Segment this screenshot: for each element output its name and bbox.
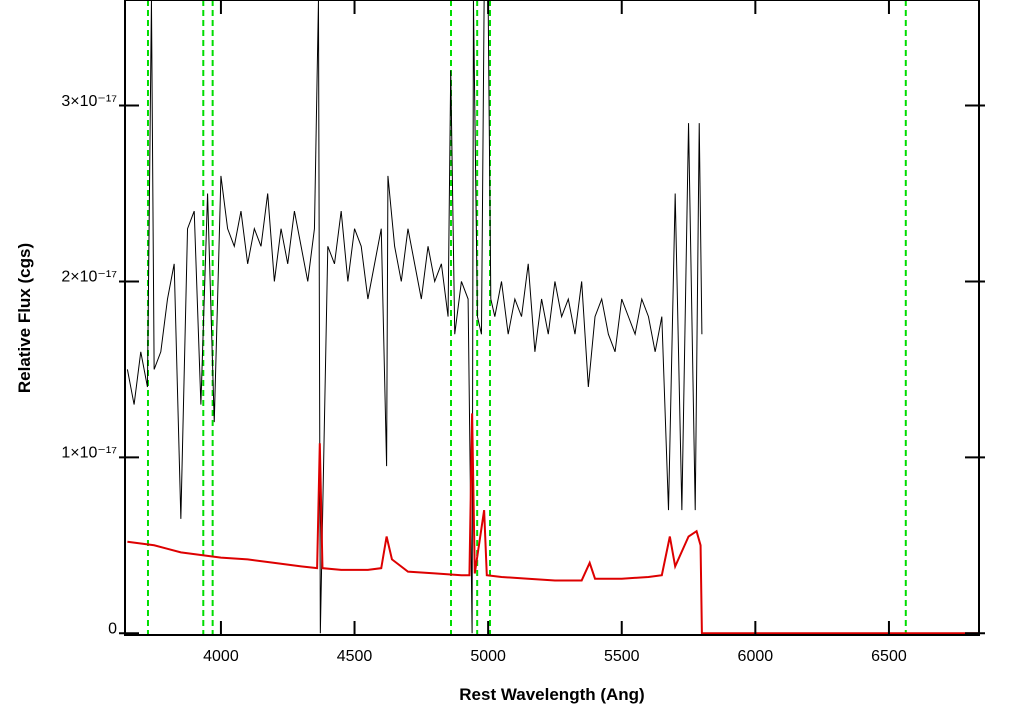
x-axis-label: Rest Wavelength (Ang) [459,685,644,704]
x-tick-label: 6000 [738,648,774,665]
y-tick-label: 1×10⁻¹⁷ [61,445,117,462]
y-tick-label: 3×10⁻¹⁷ [61,93,117,110]
y-axis-label: Relative Flux (cgs) [15,243,34,393]
x-tick-label: 6500 [871,648,907,665]
spectrum-line [127,413,979,635]
x-tick-label: 5000 [470,648,506,665]
y-tick-label: 0 [108,620,117,637]
spectrum-line [126,0,703,634]
plot-frame [124,0,980,636]
x-tick-label: 4500 [337,648,373,665]
y-tick-label: 2×10⁻¹⁷ [61,269,117,286]
x-tick-label: 4000 [203,648,239,665]
plot-area [126,0,979,635]
x-tick-label: 5500 [604,648,640,665]
